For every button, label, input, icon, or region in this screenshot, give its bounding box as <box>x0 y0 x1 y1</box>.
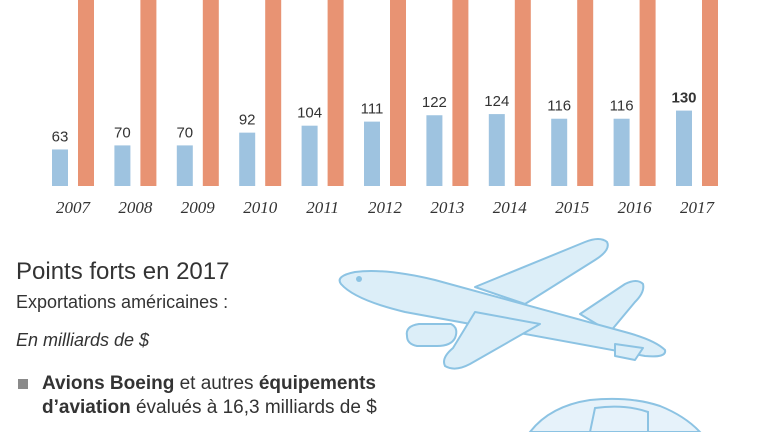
bar-orange-2015 <box>577 0 594 186</box>
bullet-square-icon <box>18 379 28 389</box>
bar-orange-2016 <box>639 0 656 186</box>
bar-blue-2017 <box>676 110 692 186</box>
value-label-2017: 130 <box>671 90 696 107</box>
bar-blue-2016 <box>613 118 630 186</box>
bar-blue-2007 <box>52 149 68 186</box>
year-label-2015: 2015 <box>555 198 589 217</box>
year-label-2011: 2011 <box>306 198 339 217</box>
bar-orange-2010 <box>265 0 282 186</box>
bar-blue-2014 <box>488 114 505 186</box>
value-labels-group: 63 70 70 92 104 111 122 124 116 116 130 <box>52 90 697 146</box>
car-icon <box>528 397 702 432</box>
airplane-icon <box>338 238 667 370</box>
bar-orange-2011 <box>327 0 344 186</box>
bar-orange-2014 <box>514 0 531 186</box>
bar-blue-2008 <box>114 145 131 186</box>
year-label-2013: 2013 <box>430 198 464 217</box>
value-label-2012: 111 <box>361 101 384 118</box>
year-label-2010: 2010 <box>243 198 278 217</box>
highlights-panel: Points forts en 2017 Exportations améric… <box>16 258 456 420</box>
bar-orange-2012 <box>390 0 406 186</box>
value-label-2015: 116 <box>547 98 571 115</box>
value-label-2009: 70 <box>176 124 193 141</box>
value-label-2010: 92 <box>239 112 256 129</box>
year-label-2007: 2007 <box>56 198 92 217</box>
bar-blue-2013 <box>426 115 443 186</box>
value-label-2013: 122 <box>422 94 447 111</box>
bar-blue-2009 <box>176 145 193 186</box>
bar-orange-2007 <box>78 0 94 186</box>
year-label-2009: 2009 <box>181 198 216 217</box>
value-label-2007: 63 <box>52 128 69 145</box>
value-label-2011: 104 <box>297 105 322 122</box>
bar-blue-2010 <box>239 132 256 186</box>
bar-orange-2013 <box>452 0 469 186</box>
bullet-bold-1: Avions Boeing <box>42 373 175 394</box>
value-label-2016: 116 <box>610 98 634 115</box>
bar-blue-2011 <box>301 125 318 186</box>
year-label-2012: 2012 <box>368 198 403 217</box>
bar-orange-2009 <box>202 0 219 186</box>
year-label-2008: 2008 <box>118 198 153 217</box>
bars-group <box>52 0 718 186</box>
value-label-2008: 70 <box>114 124 131 141</box>
bar-blue-2015 <box>551 118 568 186</box>
highlights-subtitle: Exportations américaines : <box>16 292 229 312</box>
year-label-2017: 2017 <box>680 198 716 217</box>
highlights-unit: En milliards de $ <box>16 330 150 350</box>
bar-orange-2017 <box>702 0 718 186</box>
bar-blue-2012 <box>364 121 380 186</box>
bar-orange-2008 <box>140 0 157 186</box>
year-label-2016: 2016 <box>618 198 653 217</box>
bullet-bold-2: équipements d’aviation <box>42 373 377 418</box>
bullet-text-2: évalués à 16,3 milliards de $ <box>130 397 377 418</box>
bullet-item: Avions Boeing et autres équipements d’av… <box>16 372 456 420</box>
year-labels-group: 2007 2008 2009 2010 2011 2012 2013 2014 2015 2016… <box>56 198 716 217</box>
highlights-title: Points forts en 2017 <box>16 258 230 285</box>
value-label-2014: 124 <box>484 93 509 110</box>
bullet-text-1: et autres <box>174 373 259 394</box>
year-label-2014: 2014 <box>493 198 528 217</box>
